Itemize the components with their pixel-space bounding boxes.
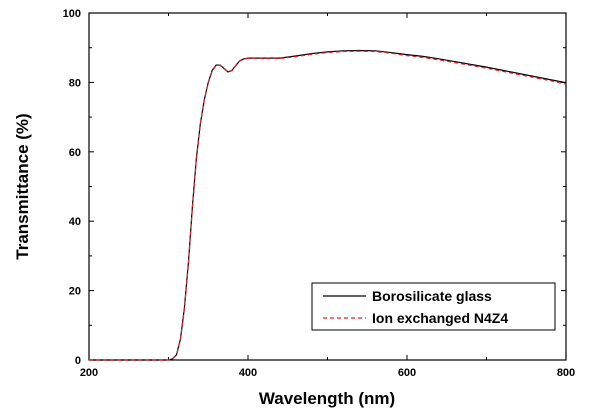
x-tick-label: 800 [557,367,575,379]
x-axis-title: Wavelength (nm) [259,389,395,408]
x-tick-label: 400 [239,367,257,379]
y-tick-label: 20 [69,286,81,298]
x-tick-label: 200 [80,367,98,379]
axis-tick-labels: 200 400 600 800 0 20 40 60 80 100 [63,8,576,379]
y-tick-label: 80 [69,77,81,89]
y-axis-title: Transmittance (%) [13,113,32,259]
y-tick-label: 100 [63,8,81,20]
legend-label-ion-exchanged: Ion exchanged N4Z4 [372,310,508,326]
series-layer [89,49,567,361]
legend-label-borosilicate: Borosilicate glass [372,288,492,304]
legend-box [311,282,556,331]
series-line-1 [89,50,567,361]
y-tick-label: 60 [69,147,81,159]
y-tick-label: 0 [75,355,81,367]
y-tick-label: 40 [69,216,81,228]
legend: Borosilicate glass Ion exchanged N4Z4 [311,282,556,331]
axis-ticks [88,12,567,361]
x-tick-label: 600 [398,367,416,379]
